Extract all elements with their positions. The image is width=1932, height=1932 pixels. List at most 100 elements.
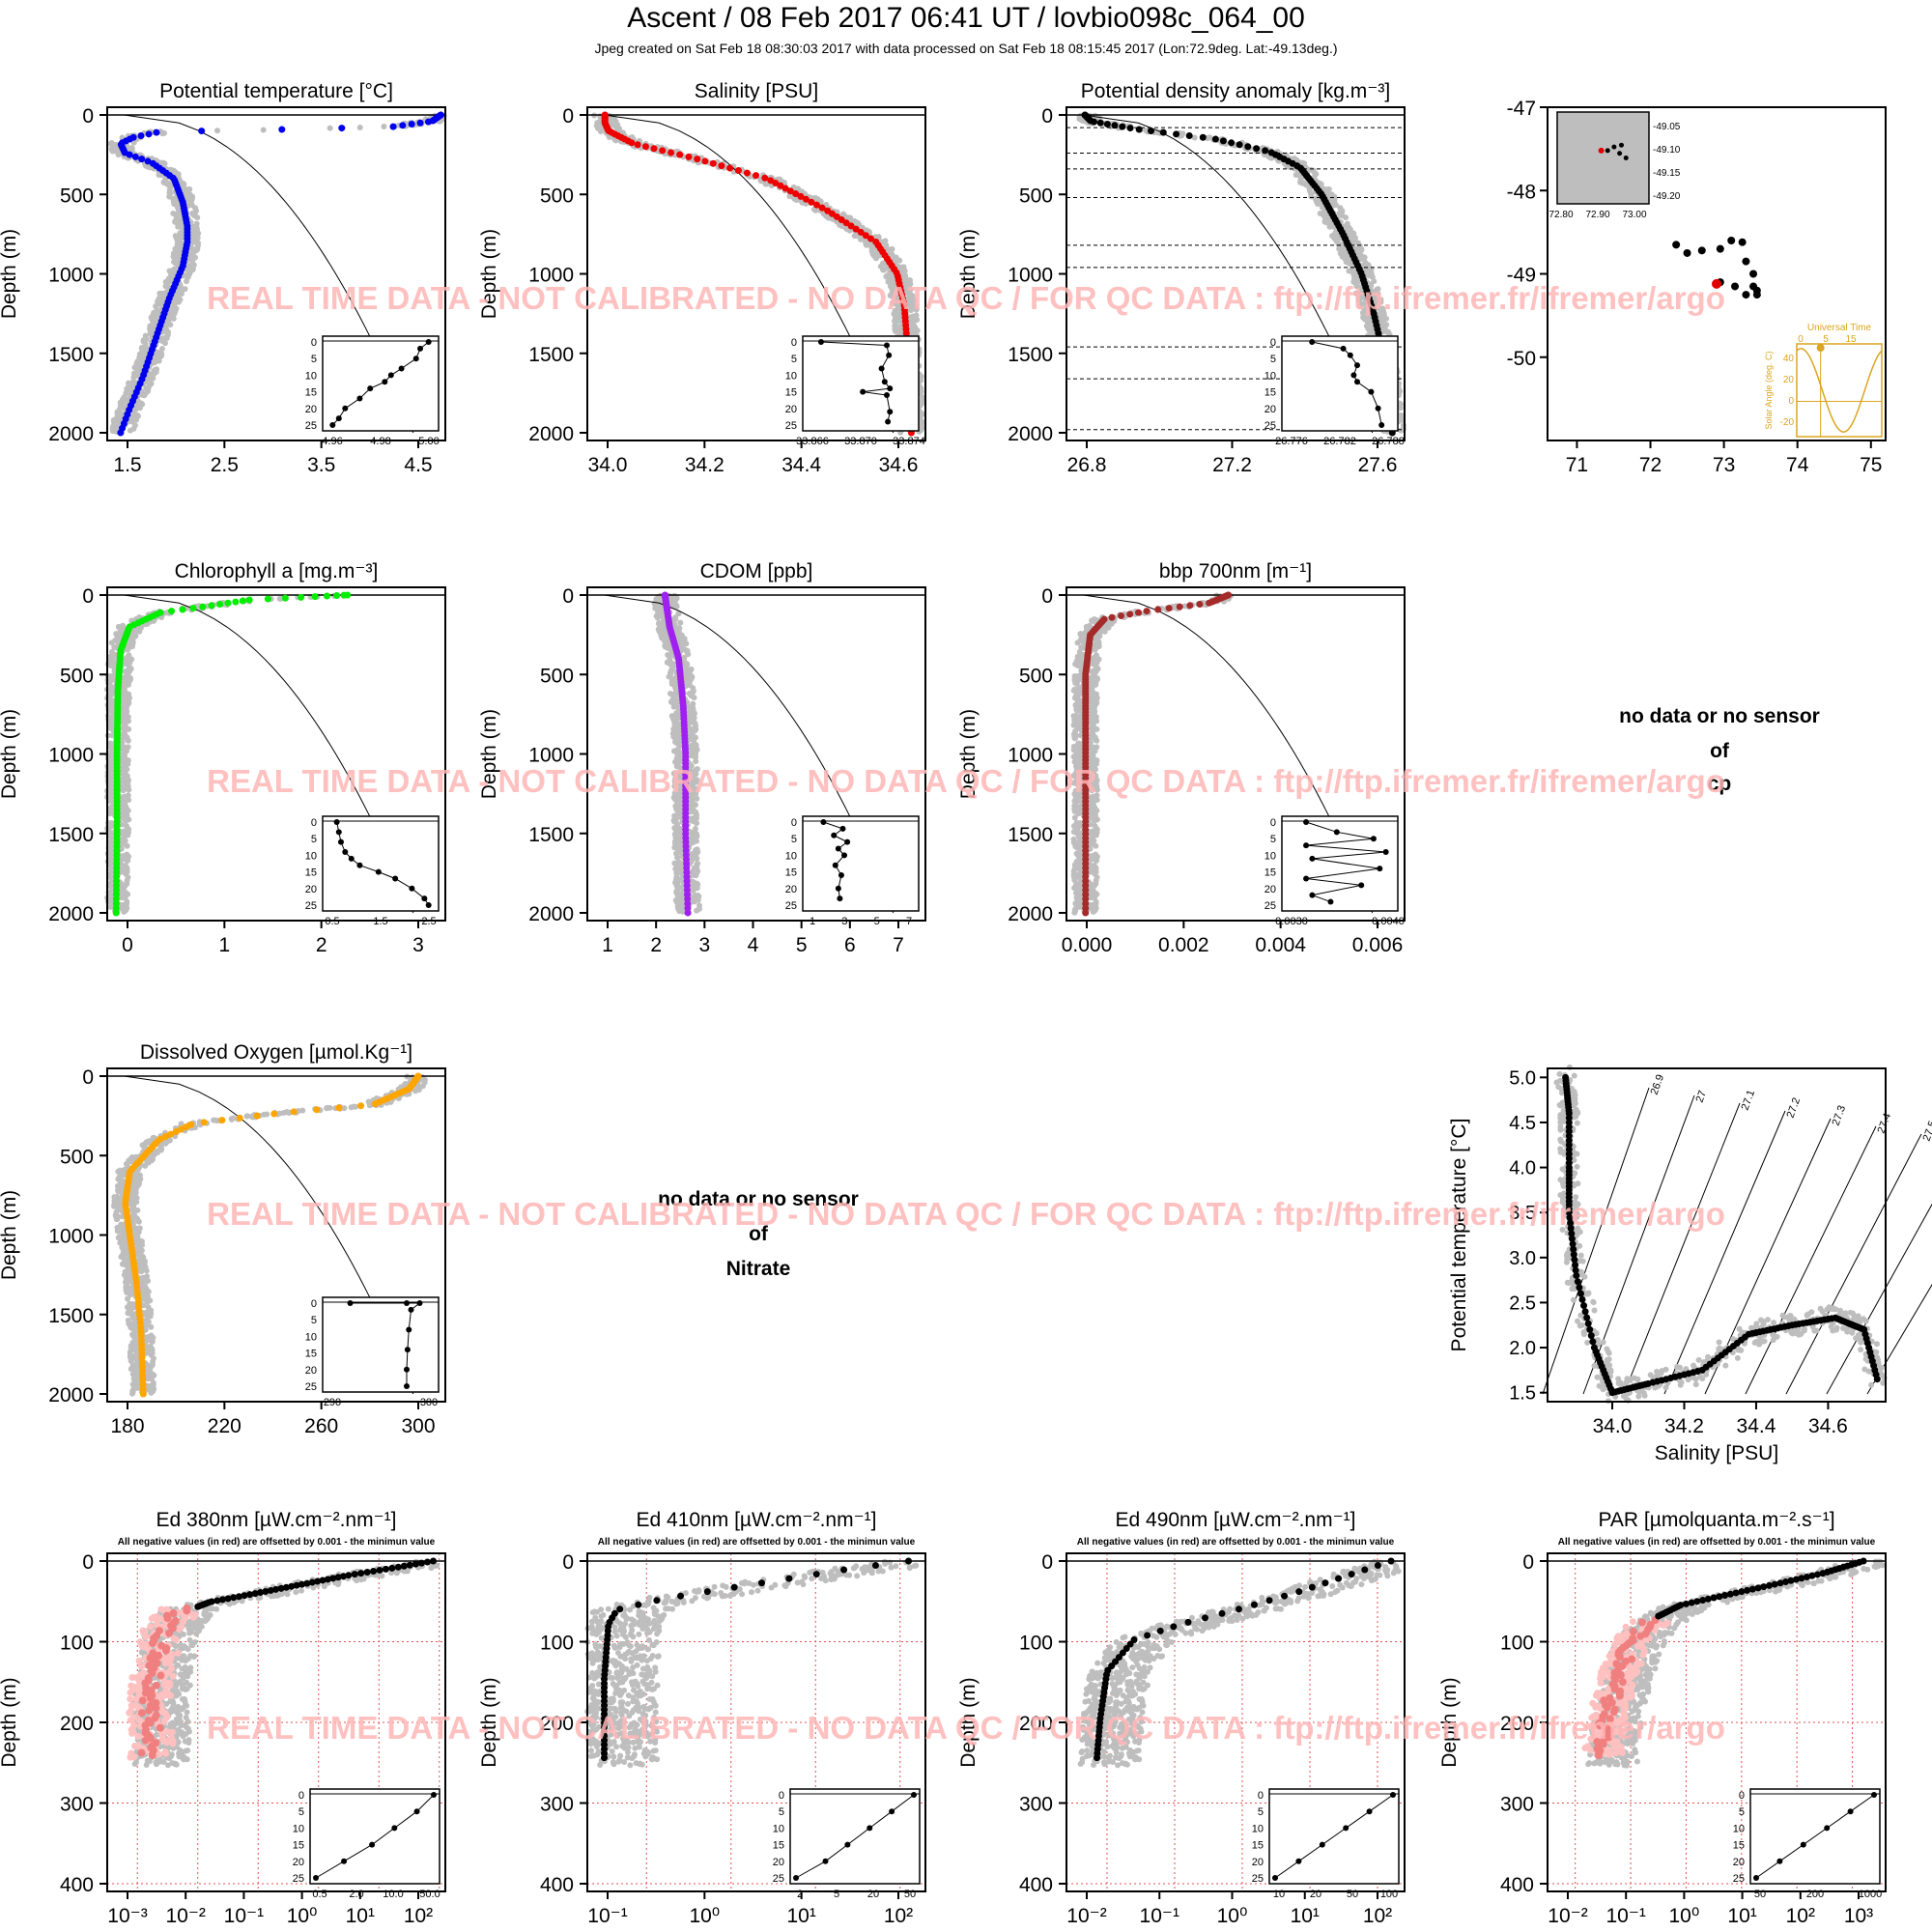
y-tick-label: 500 bbox=[540, 185, 574, 207]
climatology-point bbox=[136, 405, 143, 412]
climatology-point bbox=[694, 861, 700, 867]
y-tick-label: 1000 bbox=[48, 745, 94, 767]
inset-point bbox=[1347, 352, 1353, 358]
inset-y-label: 15 bbox=[1264, 387, 1276, 399]
x-tick-label: 26.8 bbox=[1067, 454, 1107, 476]
x-tick-label: 27.2 bbox=[1212, 454, 1252, 476]
inset-point bbox=[356, 862, 363, 868]
climatology-point bbox=[688, 693, 695, 699]
climatology-point bbox=[1311, 169, 1318, 176]
y-axis-label: Depth (m) bbox=[0, 229, 20, 319]
inset-point bbox=[1309, 339, 1316, 345]
climatology-point bbox=[193, 224, 200, 231]
profile-point bbox=[1090, 118, 1097, 126]
climatology-point bbox=[124, 842, 130, 849]
climatology-point bbox=[1321, 213, 1327, 219]
climatology-point bbox=[327, 125, 333, 131]
climatology-point bbox=[171, 255, 178, 262]
climatology-point bbox=[175, 298, 182, 304]
panel-sal: Salinity [PSU]Depth (m)34.0 34.2 34.4 34.60… bbox=[478, 80, 926, 476]
climatology-point bbox=[677, 619, 684, 626]
climatology-point bbox=[121, 716, 128, 723]
profile-point bbox=[1111, 122, 1119, 129]
inset-point bbox=[412, 355, 419, 362]
climatology-point bbox=[185, 192, 191, 199]
climatology-point bbox=[186, 185, 193, 192]
climatology-point bbox=[126, 816, 132, 823]
climatology-point bbox=[880, 267, 887, 273]
y-axis-label: Depth (m) bbox=[0, 709, 20, 799]
profile-point bbox=[416, 119, 424, 127]
climatology-point bbox=[114, 632, 121, 639]
figure-subtitle: Jpeg created on Sat Feb 18 08:30:03 2017… bbox=[594, 41, 1337, 56]
climatology-point bbox=[128, 145, 135, 152]
climatology-point bbox=[1350, 231, 1357, 238]
climatology-point bbox=[696, 905, 702, 912]
climatology-point bbox=[158, 346, 165, 353]
profile-point bbox=[1159, 128, 1167, 136]
profile-point bbox=[718, 162, 725, 170]
profile-point bbox=[1219, 137, 1227, 145]
climatology-point bbox=[157, 353, 164, 359]
profile-point bbox=[340, 591, 348, 599]
inset-y-label: 10 bbox=[305, 370, 317, 382]
climatology-point bbox=[189, 252, 196, 259]
profile-point bbox=[1236, 141, 1243, 149]
climatology-point bbox=[900, 264, 907, 270]
y-tick-label: 1500 bbox=[1008, 344, 1053, 366]
profile-point bbox=[224, 599, 232, 607]
climatology-point bbox=[124, 390, 130, 397]
climatology-point bbox=[166, 180, 173, 186]
x-tick-label: 4.5 bbox=[404, 454, 432, 476]
climatology-point bbox=[124, 851, 130, 858]
inset-x-label: 33.870 bbox=[844, 436, 877, 447]
climatology-point bbox=[665, 659, 671, 666]
inset-y-label: 25 bbox=[305, 420, 317, 432]
inset-y-label: 25 bbox=[1264, 420, 1276, 432]
profile-point bbox=[1103, 120, 1111, 128]
climatology-point bbox=[616, 126, 623, 132]
profile-point bbox=[1173, 130, 1180, 138]
climatology-point bbox=[1364, 261, 1371, 268]
climatology-point bbox=[1335, 236, 1342, 242]
climatology-point bbox=[109, 654, 116, 661]
inset-x-label: 33.866 bbox=[796, 436, 829, 447]
climatology-point bbox=[173, 261, 180, 268]
climatology-point bbox=[150, 311, 156, 318]
climatology-point bbox=[107, 740, 114, 747]
inset-point bbox=[409, 885, 415, 892]
profile-point bbox=[1244, 143, 1252, 151]
y-tick-label: 2000 bbox=[1008, 423, 1053, 445]
inset-point bbox=[425, 902, 432, 908]
climatology-point bbox=[132, 407, 139, 413]
profile-point bbox=[278, 126, 286, 133]
inset-point bbox=[1340, 345, 1347, 352]
inset-y-label: 15 bbox=[785, 387, 797, 399]
inset-point bbox=[398, 365, 405, 372]
climatology-point bbox=[1366, 323, 1373, 329]
y-tick-label: 0 bbox=[562, 105, 574, 128]
inset-point bbox=[878, 365, 885, 372]
climatology-point bbox=[193, 220, 200, 227]
climatology-point bbox=[121, 726, 128, 733]
profile-point bbox=[323, 592, 330, 600]
inset-point bbox=[1350, 372, 1357, 379]
climatology-point bbox=[163, 328, 170, 335]
profile-point bbox=[1228, 139, 1236, 147]
inset-frame bbox=[1281, 335, 1399, 432]
climatology-point bbox=[919, 418, 925, 425]
profile-point bbox=[694, 156, 701, 163]
climatology-point bbox=[160, 179, 167, 185]
inset-x-label: 26.782 bbox=[1323, 436, 1356, 447]
inset-point bbox=[417, 345, 424, 352]
climatology-point bbox=[684, 649, 691, 656]
climatology-point bbox=[1365, 272, 1372, 279]
climatology-point bbox=[182, 272, 188, 279]
climatology-point bbox=[260, 127, 267, 133]
climatology-point bbox=[1378, 316, 1385, 323]
climatology-point bbox=[147, 381, 154, 387]
profile-point bbox=[1185, 132, 1193, 140]
profile-point bbox=[701, 157, 709, 165]
